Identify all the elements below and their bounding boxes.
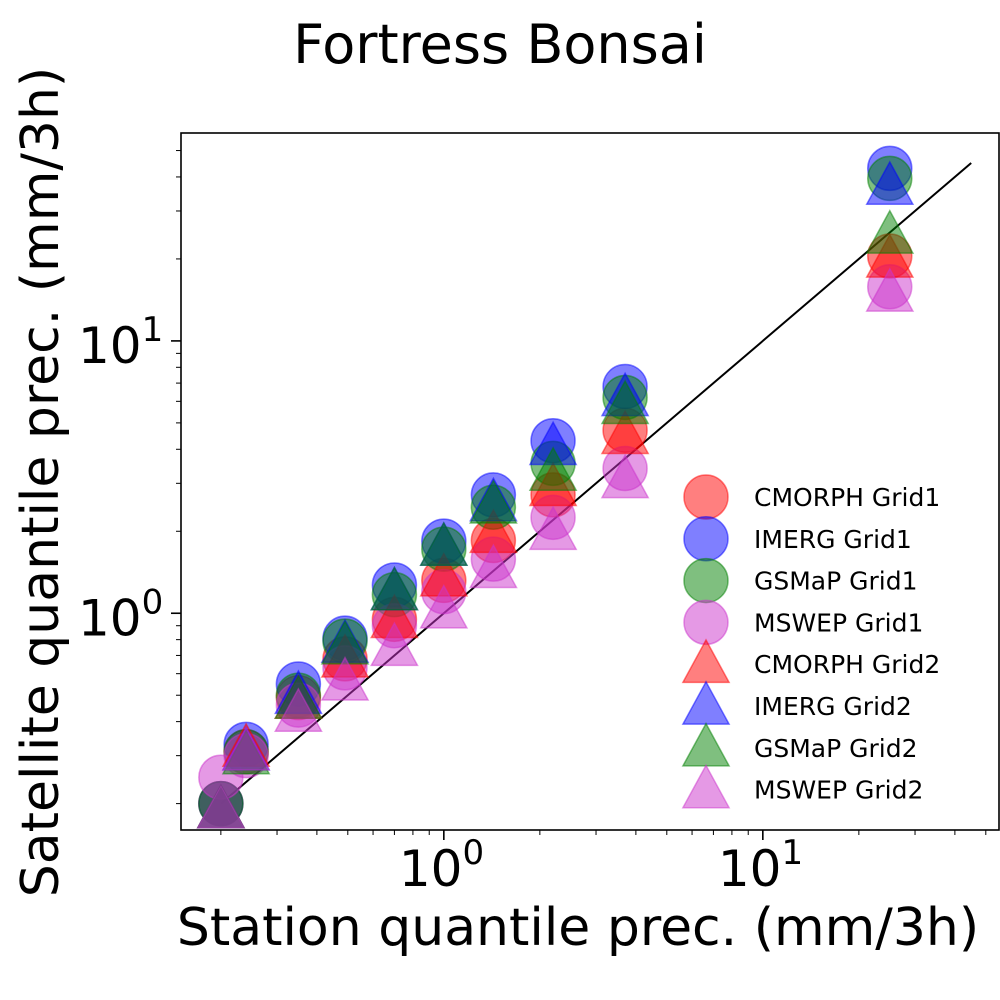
plot-frame xyxy=(180,132,1000,831)
x-tick-label: 101 xyxy=(718,833,803,898)
axes: 100 101 100 101 xyxy=(78,150,987,898)
y-tick-label: 100 xyxy=(78,582,163,647)
data-point xyxy=(528,446,578,491)
series-mswep-grid2 xyxy=(196,267,915,829)
legend-marker xyxy=(683,599,729,646)
data-point xyxy=(528,505,578,551)
legend-marker xyxy=(683,557,729,604)
legend-label: IMERG Grid2 xyxy=(754,692,912,721)
legend-marker xyxy=(681,680,731,725)
data-point xyxy=(469,479,518,524)
x-axis-label: Station quantile prec. (mm/3h) xyxy=(177,898,979,958)
legend-label: GSMaP Grid2 xyxy=(754,734,918,763)
data-point xyxy=(196,783,246,829)
legend-marker xyxy=(683,474,729,520)
y-tick-label: 101 xyxy=(78,310,163,375)
data-point xyxy=(865,160,915,206)
data-point xyxy=(600,453,650,499)
data-point xyxy=(469,543,518,589)
data-point xyxy=(865,209,915,254)
chart-title: Fortress Bonsai xyxy=(293,13,707,76)
data-point xyxy=(600,409,650,455)
x-tick-label: 100 xyxy=(399,833,484,898)
data-point xyxy=(274,687,323,732)
legend-marker xyxy=(681,763,731,809)
legend-label: GSMaP Grid1 xyxy=(754,567,918,596)
legend: CMORPH Grid1 IMERG Grid1 GSMaP Grid1 MSWEP … xyxy=(681,474,940,809)
data-point xyxy=(419,521,469,566)
data-point xyxy=(370,621,419,667)
legend-label: CMORPH Grid2 xyxy=(754,650,940,679)
legend-marker xyxy=(681,638,731,684)
data-point xyxy=(865,267,915,312)
y-axis-label: Satellite quantile prec. (mm/3h) xyxy=(11,67,71,897)
data-point xyxy=(320,656,370,701)
legend-marker xyxy=(681,722,731,767)
data-point xyxy=(370,565,419,611)
legend-label: CMORPH Grid1 xyxy=(754,483,940,512)
data-point xyxy=(221,726,271,771)
legend-label: IMERG Grid1 xyxy=(754,525,912,554)
legend-label: MSWEP Grid1 xyxy=(754,608,923,637)
legend-marker xyxy=(683,516,729,562)
legend-label: MSWEP Grid2 xyxy=(754,776,923,805)
data-point xyxy=(419,584,469,629)
data-point xyxy=(600,379,650,425)
